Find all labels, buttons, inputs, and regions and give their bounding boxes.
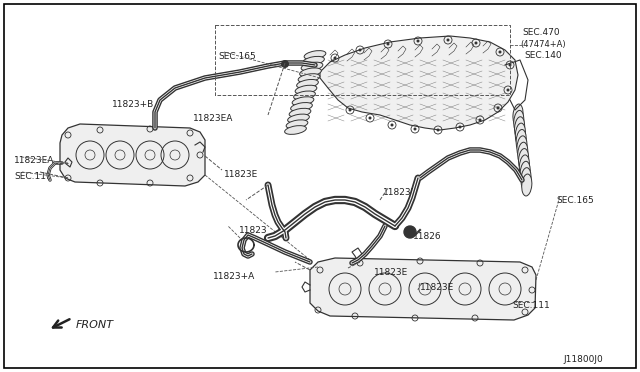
Ellipse shape	[285, 126, 307, 134]
Text: 11823+A: 11823+A	[213, 272, 255, 281]
Text: SEC.111: SEC.111	[512, 301, 550, 310]
Ellipse shape	[298, 74, 320, 83]
Polygon shape	[320, 36, 518, 130]
Text: 11823EA: 11823EA	[193, 114, 234, 123]
Circle shape	[447, 38, 449, 42]
Ellipse shape	[286, 120, 308, 129]
Circle shape	[387, 42, 390, 45]
Ellipse shape	[287, 114, 309, 123]
Circle shape	[390, 124, 394, 126]
Circle shape	[349, 109, 351, 112]
Circle shape	[333, 57, 337, 60]
Text: SEC.165: SEC.165	[556, 196, 594, 205]
Polygon shape	[310, 258, 536, 320]
Ellipse shape	[300, 68, 321, 77]
Circle shape	[499, 51, 502, 54]
Ellipse shape	[513, 104, 523, 126]
Circle shape	[404, 226, 416, 238]
Ellipse shape	[521, 168, 531, 190]
Circle shape	[474, 42, 477, 45]
Circle shape	[417, 39, 419, 42]
Ellipse shape	[515, 117, 525, 139]
Ellipse shape	[304, 51, 326, 60]
Text: SEC.470: SEC.470	[522, 28, 559, 37]
Ellipse shape	[519, 155, 529, 177]
Circle shape	[358, 48, 362, 51]
Text: FRONT: FRONT	[76, 320, 114, 330]
Text: 11823E: 11823E	[224, 170, 259, 179]
Text: 11823E: 11823E	[420, 283, 454, 292]
Circle shape	[479, 119, 481, 122]
Polygon shape	[60, 124, 205, 186]
Ellipse shape	[520, 161, 531, 183]
Text: (47474+A): (47474+A)	[520, 40, 566, 49]
Ellipse shape	[518, 148, 529, 170]
Ellipse shape	[522, 174, 532, 196]
Ellipse shape	[516, 129, 526, 151]
Ellipse shape	[292, 97, 314, 106]
Ellipse shape	[515, 123, 525, 145]
Ellipse shape	[294, 91, 316, 100]
Text: J11800J0: J11800J0	[563, 355, 603, 364]
Ellipse shape	[514, 110, 524, 132]
Circle shape	[506, 89, 509, 92]
Ellipse shape	[289, 108, 311, 117]
Ellipse shape	[295, 85, 317, 94]
Ellipse shape	[303, 57, 324, 65]
Text: SEC.111: SEC.111	[14, 172, 52, 181]
Ellipse shape	[291, 103, 312, 111]
Ellipse shape	[301, 62, 323, 71]
Circle shape	[436, 128, 440, 131]
Circle shape	[458, 125, 461, 128]
Circle shape	[509, 64, 511, 67]
Ellipse shape	[517, 136, 527, 158]
Circle shape	[413, 128, 417, 131]
Circle shape	[369, 116, 371, 119]
Text: 11823+B: 11823+B	[112, 100, 154, 109]
Text: 11823E: 11823E	[383, 188, 417, 197]
Ellipse shape	[518, 142, 528, 164]
Text: 11826: 11826	[413, 232, 442, 241]
Text: SEC.165: SEC.165	[218, 52, 256, 61]
Ellipse shape	[297, 80, 318, 88]
Text: 11823: 11823	[239, 226, 268, 235]
Circle shape	[497, 106, 499, 109]
Text: SEC.140: SEC.140	[524, 51, 562, 60]
Text: 11823E: 11823E	[374, 268, 408, 277]
Text: 11823EA: 11823EA	[14, 156, 54, 165]
Circle shape	[281, 60, 289, 68]
